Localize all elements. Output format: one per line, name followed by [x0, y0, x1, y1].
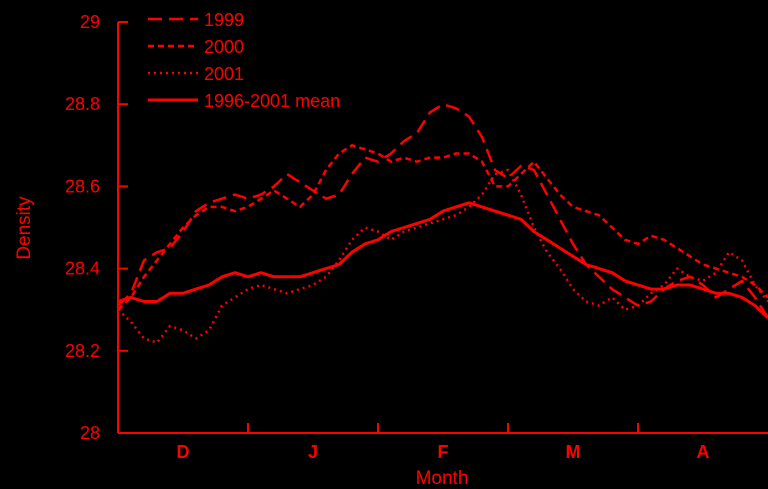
legend-label: 1999	[204, 10, 244, 30]
month-label: D	[177, 442, 190, 462]
legend-label: 1996-2001 mean	[204, 91, 340, 111]
y-tick-label: 28.2	[65, 341, 100, 361]
legend-label: 2000	[204, 37, 244, 57]
y-tick-label: 29	[80, 12, 100, 32]
month-label: A	[697, 442, 710, 462]
month-label: F	[438, 442, 449, 462]
series-line-1	[117, 144, 768, 311]
x-axis-title: Month	[416, 468, 469, 489]
y-tick-label: 28.8	[65, 94, 100, 114]
axes	[117, 22, 768, 434]
legend: 1999 2000 2001 1996-2001 mean	[148, 10, 340, 111]
y-axis-title: Density	[14, 196, 35, 260]
y-ticks: 28 28.2 28.4 28.6 28.8 29	[65, 12, 128, 443]
month-label: J	[308, 442, 318, 462]
y-tick-label: 28.6	[65, 176, 100, 196]
y-tick-label: 28	[80, 423, 100, 443]
legend-label: 2001	[204, 64, 244, 84]
series-line-3	[117, 201, 768, 319]
month-label: M	[566, 442, 581, 462]
series-lines	[117, 102, 768, 344]
y-tick-label: 28.4	[65, 259, 100, 279]
series-line-2	[117, 168, 768, 344]
